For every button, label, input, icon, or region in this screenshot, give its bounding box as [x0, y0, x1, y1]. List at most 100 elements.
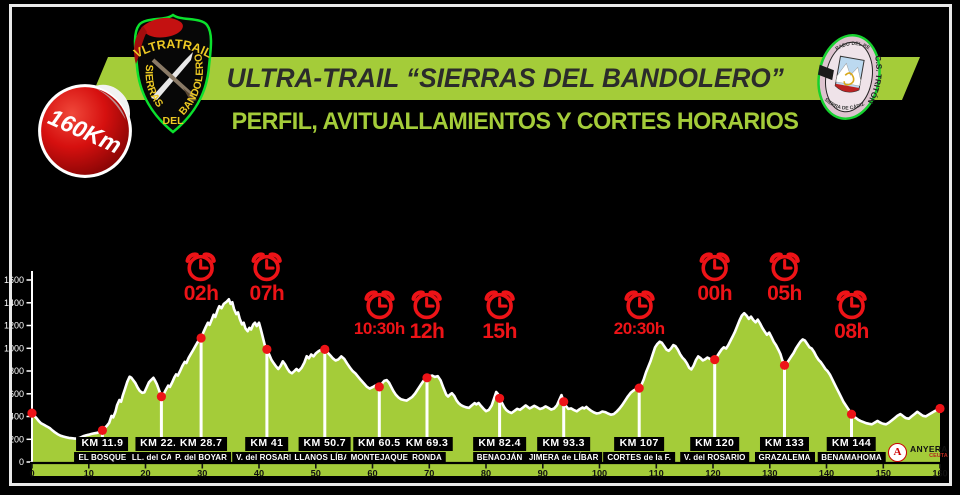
x-tick-label: 70 [424, 469, 434, 479]
checkpoint-km: KM 93.3 [537, 437, 590, 451]
checkpoint-km: KM 41 [245, 437, 289, 451]
cutoff-time: 12h [409, 320, 445, 343]
checkpoint-dot [422, 373, 432, 383]
alarm-clock-icon [251, 252, 283, 282]
checkpoint-dot [97, 425, 107, 435]
checkpoint-label: KM 60.5 MONTEJAQUE [346, 437, 413, 464]
x-tick-label: 80 [481, 469, 491, 479]
y-tick-label: 0 [19, 457, 24, 467]
checkpoint-name: BENAOJÁN [472, 451, 527, 464]
distance-badge: 160Km [34, 78, 136, 180]
checkpoint-label: KM 69.3 RONDA [400, 437, 454, 464]
checkpoint-km: KM 69.3 [400, 437, 454, 451]
title-banner: ULTRA-TRAIL “SIERRAS DEL BANDOLERO” [90, 57, 920, 100]
cutoff-time: 05h [767, 282, 802, 305]
event-title: ULTRA-TRAIL “SIERRAS DEL BANDOLERO” [226, 63, 784, 93]
x-tick-label: 110 [649, 469, 664, 479]
checkpoint-km: KM 22.6 [135, 437, 188, 451]
x-tick-label: 10 [84, 469, 94, 479]
mountains-icon [835, 62, 861, 87]
sponsor-city: CEUTA [929, 453, 948, 460]
x-tick-label: 130 [762, 469, 777, 479]
cutoff-marker: 00h [697, 250, 733, 305]
checkpoint-label: KM 133 GRAZALEMA [754, 437, 815, 464]
checkpoint-label: KM 50.7 LLANOS LÍBAR [290, 437, 360, 464]
x-tick-label: 140 [819, 469, 834, 479]
y-tick-label: 1600 [4, 275, 24, 285]
checkpoint-dot [320, 344, 330, 354]
checkpoint-label: KM 41 V. del ROSARIO [232, 437, 302, 464]
cutoff-marker: 12h [410, 288, 445, 343]
x-tick-label: 50 [311, 469, 321, 479]
checkpoint-name: V. del ROSARIO [232, 451, 302, 464]
musket-icon [151, 58, 195, 98]
alarm-clock-icon [769, 252, 800, 282]
checkpoint-name: BENAMAHOMA [817, 451, 886, 464]
alarm-clock-icon [624, 290, 655, 320]
x-tick-label: 0 [29, 469, 34, 479]
checkpoint-name: P. del BOYAR [171, 451, 232, 464]
checkpoint-name: V. del ROSARIO [679, 451, 750, 464]
checkpoint-label: KM 28.7 P. del BOYAR [171, 437, 232, 464]
alarm-clock-icon [484, 290, 515, 320]
checkpoint-dot [846, 409, 857, 419]
route-end-dot [935, 403, 945, 414]
checkpoint-name: MONTEJAQUE [346, 451, 413, 464]
y-tick-label: 400 [9, 412, 24, 422]
checkpoint-km: KM 28.7 [174, 437, 228, 451]
sponsor-initial: A [893, 446, 902, 458]
checkpoint-label: KM 144 BENAMAHOMA [817, 437, 886, 464]
cutoff-marker: 10:30h [354, 288, 405, 339]
checkpoint-dot [634, 383, 644, 393]
x-tick-label: 40 [254, 469, 264, 479]
checkpoint-name: LLANOS LÍBAR [290, 451, 360, 464]
checkpoint-name: EL BOSQUE [74, 451, 131, 464]
checkpoint-dot [196, 333, 206, 343]
checkpoint-dot [710, 355, 720, 365]
cutoff-time: 08h [834, 320, 869, 343]
checkpoint-km: KM 82.4 [473, 437, 526, 451]
checkpoint-dot [559, 397, 569, 407]
checkpoint-label: KM 93.3 JIMERA de LÍBAR [524, 437, 603, 464]
x-tick-label: 150 [876, 469, 891, 479]
checkpoint-label: KM 11.9 EL BOSQUE [74, 437, 131, 464]
cutoff-marker: 07h [250, 250, 285, 305]
cutoff-time: 10:30h [353, 319, 405, 338]
checkpoint-dot [779, 360, 790, 370]
checkpoint-label: KM 120 V. del ROSARIO [679, 437, 750, 464]
checkpoint-km: KM 133 [759, 437, 810, 451]
cutoff-time: 02h [183, 282, 219, 305]
sponsor-logo: A ANYERA CEUTA [888, 443, 948, 462]
bandana-icon [141, 17, 183, 38]
belt-icon [817, 64, 834, 81]
alarm-clock-icon [411, 290, 443, 320]
y-tick-label: 1400 [4, 298, 24, 308]
checkpoint-dot [374, 382, 384, 392]
checkpoint-name: RONDA [408, 451, 446, 464]
checkpoint-name: CORTES de la F. [603, 451, 676, 464]
alarm-clock-icon [836, 290, 867, 320]
cutoff-time: 15h [482, 320, 517, 343]
route-start-dot [27, 408, 37, 418]
y-tick-label: 800 [9, 366, 24, 376]
event-shield-logo: VLTRATRAIL SIERRAS BANDOLERO DEL [120, 10, 226, 138]
cutoff-marker: 02h [184, 250, 219, 305]
event-subtitle: PERFIL, AVITUALLAMIENTOS Y CORTES HORARI… [231, 108, 799, 135]
checkpoint-km: KM 120 [690, 437, 740, 451]
alarm-clock-icon [185, 252, 217, 282]
cutoff-marker: 05h [767, 250, 802, 305]
checkpoint-km: KM 60.5 [353, 437, 406, 451]
x-tick-label: 120 [705, 469, 720, 479]
checkpoint-dot [495, 393, 505, 403]
checkpoint-km: KM 11.9 [76, 437, 129, 451]
cutoff-marker: 08h [834, 288, 869, 343]
x-tick-label: 100 [592, 469, 607, 479]
sponsor-emblem: A [888, 443, 907, 462]
checkpoint-name: JIMERA de LÍBAR [524, 451, 603, 464]
checkpoint-dot [262, 344, 272, 354]
checkpoint-name: GRAZALEMA [754, 451, 815, 464]
x-tick-label: 160 [932, 469, 947, 479]
shield-text-bottom: DEL [163, 115, 185, 127]
